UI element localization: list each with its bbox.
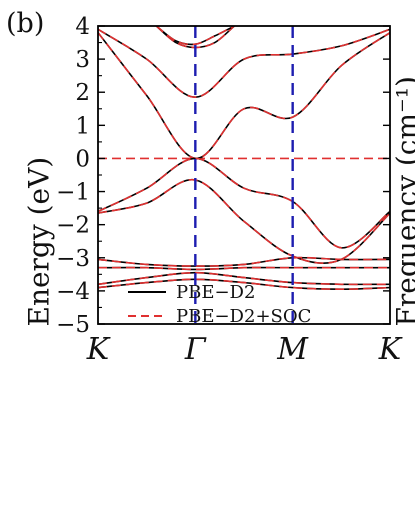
ytick-label-8: −4	[56, 279, 90, 305]
xtick-label-1: Γ	[184, 332, 207, 367]
ytick-label-4: 0	[75, 146, 90, 172]
xtick-label-2: M	[276, 332, 309, 367]
band-solid-4	[98, 157, 390, 249]
band-solid-1	[98, 28, 390, 99]
band-dashed-7	[98, 266, 390, 271]
ytick-label-6: −2	[56, 213, 90, 239]
band-solid-0	[98, 31, 390, 160]
ytick-label-0: 4	[75, 14, 90, 40]
ytick-label-3: 1	[75, 113, 90, 139]
band-dashed-3	[155, 26, 235, 46]
ytick-label-7: −3	[56, 246, 90, 272]
xtick-label-0: K	[86, 332, 111, 367]
band-dashed-9	[98, 278, 390, 291]
band-dashed-1	[98, 28, 390, 99]
band-dashed-4	[98, 157, 390, 249]
band-dashed-5	[98, 179, 390, 265]
band-dashed-0	[98, 31, 390, 160]
ytick-label-9: −5	[56, 312, 90, 338]
xtick-label-3: K	[378, 332, 403, 367]
ytick-label-5: −1	[56, 180, 90, 206]
band-dashed-8	[98, 271, 390, 286]
plot-frame	[97, 25, 391, 325]
panel-label: (b)	[6, 8, 45, 39]
band-dashed-6	[98, 256, 390, 267]
ytick-label-1: 3	[75, 47, 90, 73]
ytick-label-2: 2	[75, 80, 90, 106]
legend-label-1: PBE−D2+SOC	[176, 306, 311, 327]
legend-label-0: PBE−D2	[176, 282, 255, 303]
